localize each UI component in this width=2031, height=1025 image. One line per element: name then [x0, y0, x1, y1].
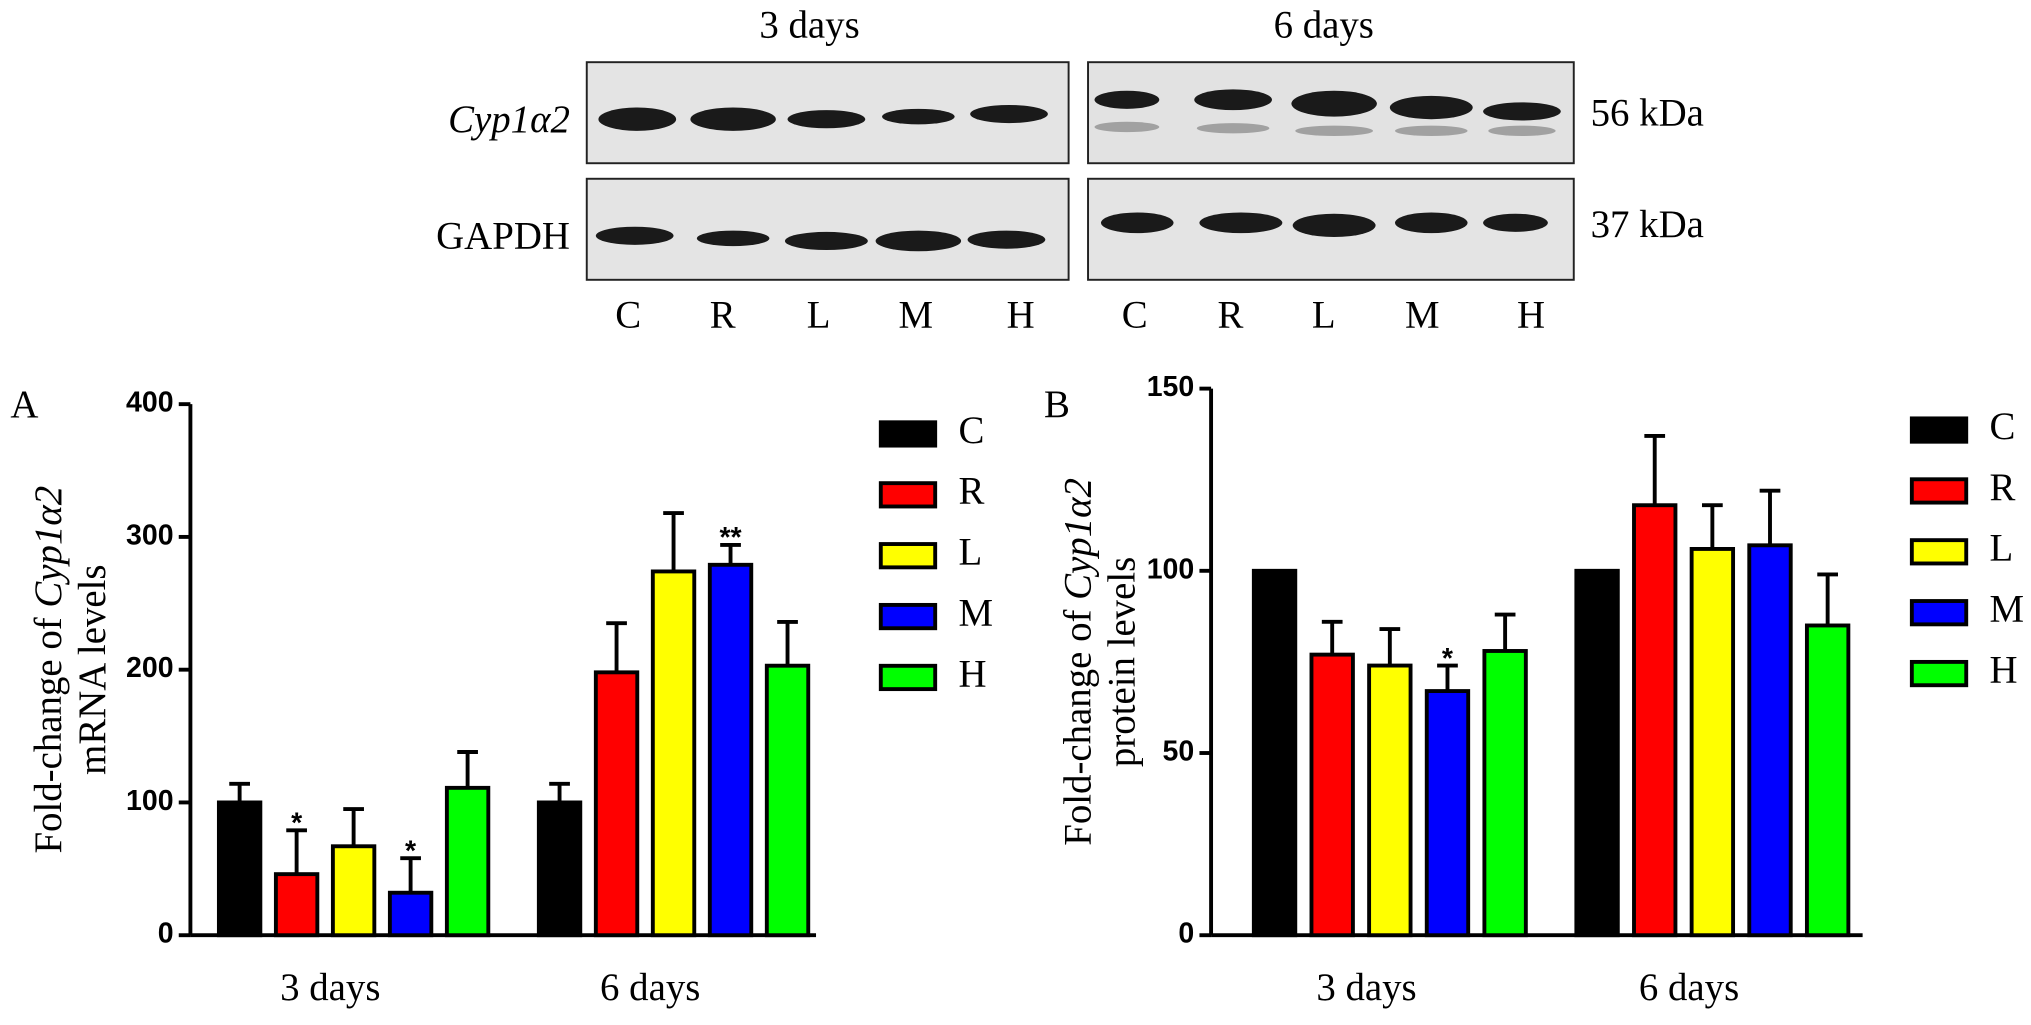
y-tick-label: 0 — [158, 918, 174, 950]
panel-label: B — [1044, 383, 1070, 426]
lane-label: C — [615, 294, 641, 337]
panel-label: A — [10, 383, 38, 426]
legend-label: L — [959, 531, 983, 574]
lane-label: M — [1405, 294, 1440, 337]
legend-label: C — [1990, 405, 2016, 448]
blot-time-label: 6 days — [1274, 3, 1374, 46]
size-label: 56 kDa — [1591, 92, 1704, 135]
bar — [1367, 663, 1413, 938]
legend-label: C — [959, 409, 985, 452]
bar — [444, 785, 491, 938]
legend-swatch — [878, 602, 938, 631]
legend-label: H — [1990, 648, 2018, 691]
y-tick-label: 0 — [1178, 918, 1194, 950]
y-axis-label-part: Cyp1α2 — [1056, 478, 1099, 600]
legend-label: L — [1990, 527, 2014, 570]
y-axis-label-part: protein levels — [1101, 557, 1144, 767]
lane-label: C — [1122, 294, 1148, 337]
legend-swatch — [1909, 477, 1969, 505]
bar — [764, 663, 811, 938]
size-label: 37 kDa — [1591, 203, 1704, 246]
bar — [1482, 649, 1528, 938]
bar — [707, 562, 754, 938]
blot-time-label: 3 days — [759, 3, 859, 46]
significance-mark: * — [1442, 643, 1454, 675]
x-tick-label: 6 days — [600, 966, 700, 1009]
legend-swatch — [878, 663, 938, 692]
y-axis-label: Fold-change of Cyp1α2protein levels — [1056, 478, 1143, 846]
lane-label: H — [1517, 294, 1545, 337]
significance-mark: * — [405, 836, 417, 868]
legend-swatch — [1909, 416, 1969, 444]
x-tick-label: 6 days — [1639, 966, 1739, 1009]
bar — [387, 890, 434, 938]
bar — [1309, 652, 1355, 938]
y-tick-label: 300 — [126, 519, 174, 551]
legend-swatch — [878, 481, 938, 509]
y-axis-label-part: mRNA levels — [71, 564, 114, 774]
bar — [1574, 568, 1620, 938]
bar — [650, 569, 697, 938]
significance-mark: * — [291, 808, 303, 840]
legend-swatch — [1909, 538, 1969, 566]
y-tick-label: 100 — [126, 785, 174, 817]
legend-swatch — [878, 420, 938, 448]
protein-label: Cyp1α2 — [448, 98, 570, 141]
lane-label: L — [807, 294, 831, 337]
legend-label: R — [959, 470, 985, 513]
blot-image — [585, 61, 1575, 281]
bar — [1747, 543, 1793, 938]
bar — [1251, 568, 1298, 938]
y-tick-label: 200 — [126, 652, 174, 684]
lane-label: R — [710, 294, 736, 337]
bar — [1632, 503, 1678, 938]
bar — [536, 800, 583, 938]
bar — [593, 670, 640, 938]
y-tick-label: 50 — [1163, 736, 1195, 768]
protein-label: GAPDH — [436, 215, 570, 258]
y-axis-label: Fold-change of Cyp1α2mRNA levels — [27, 486, 114, 854]
y-axis-label-part: Fold-change of — [1056, 600, 1099, 846]
lane-label: M — [898, 294, 933, 337]
lane-label: L — [1312, 294, 1336, 337]
significance-mark: ** — [719, 522, 742, 554]
y-axis-label-part: Fold-change of — [27, 608, 70, 854]
legend-label: R — [1990, 466, 2016, 509]
bar — [1804, 623, 1851, 938]
legend-swatch — [878, 542, 938, 570]
bar — [1424, 689, 1471, 938]
y-axis-label-part: Cyp1α2 — [27, 486, 70, 608]
bar — [330, 844, 377, 938]
legend-swatch — [1909, 659, 1969, 688]
legend-label: M — [959, 591, 994, 634]
y-tick-label: 150 — [1147, 371, 1195, 403]
lane-label: R — [1218, 294, 1244, 337]
x-tick-label: 3 days — [1316, 966, 1416, 1009]
bar — [1689, 547, 1736, 938]
y-tick-label: 100 — [1147, 553, 1195, 585]
legend-label: M — [1990, 588, 2025, 631]
bar — [273, 872, 320, 938]
legend-swatch — [1909, 599, 1969, 627]
lane-label: H — [1007, 294, 1035, 337]
x-tick-label: 3 days — [280, 966, 380, 1009]
bar — [216, 800, 263, 938]
y-tick-label: 400 — [126, 387, 174, 419]
legend-label: H — [959, 652, 987, 695]
